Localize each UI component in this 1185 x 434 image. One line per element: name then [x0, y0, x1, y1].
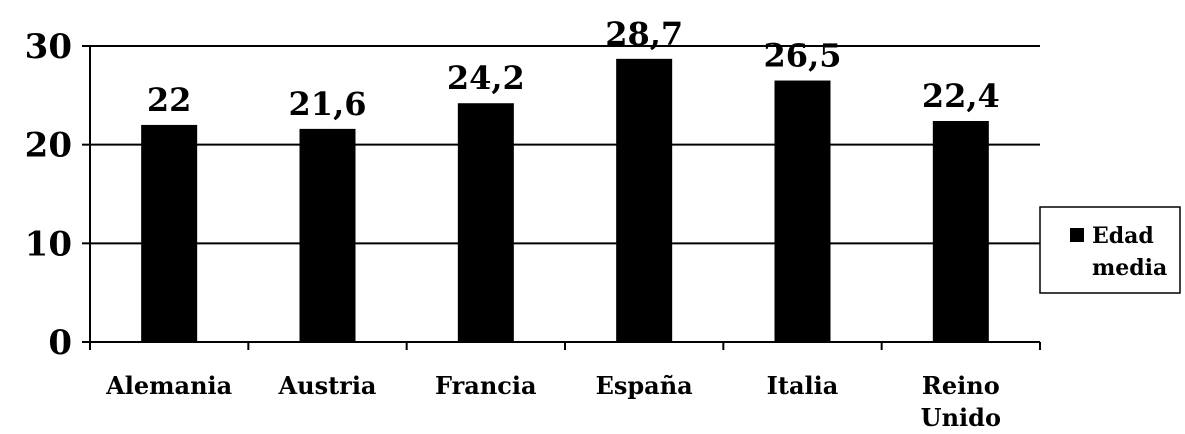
bar — [932, 120, 989, 342]
bar — [774, 80, 831, 343]
bar — [616, 58, 673, 343]
y-tick-label: 30 — [25, 27, 72, 67]
data-label: 22 — [147, 81, 192, 119]
category-label: Unido — [921, 403, 1001, 432]
legend-label: Edad — [1092, 223, 1154, 249]
bar — [457, 103, 514, 342]
y-tick-label: 20 — [25, 126, 72, 166]
legend-label: media — [1092, 255, 1167, 281]
category-label: Alemania — [105, 371, 232, 400]
legend: Edad media — [1039, 206, 1181, 294]
category-label: Reino — [922, 371, 1000, 400]
labels: 0 10 20 30 22 Alemania 21,6 Austria 24,2 Francia 2… — [25, 15, 1001, 432]
bar — [299, 128, 356, 342]
category-label: Austria — [278, 371, 377, 400]
bar — [141, 124, 198, 342]
category-label: Italia — [767, 371, 839, 400]
axes — [82, 45, 1041, 350]
data-label: 26,5 — [764, 37, 842, 75]
category-label: Francia — [435, 371, 537, 400]
data-label: 24,2 — [447, 59, 525, 97]
data-label: 28,7 — [605, 15, 683, 53]
bars — [141, 58, 989, 343]
y-tick-label: 10 — [25, 224, 72, 264]
data-label: 21,6 — [289, 85, 367, 123]
gridlines — [90, 45, 1040, 245]
legend-box — [1039, 206, 1181, 294]
legend-swatch — [1070, 228, 1084, 242]
category-label: España — [596, 371, 693, 400]
y-tick-label: 0 — [48, 323, 72, 363]
data-label: 22,4 — [922, 77, 1000, 115]
